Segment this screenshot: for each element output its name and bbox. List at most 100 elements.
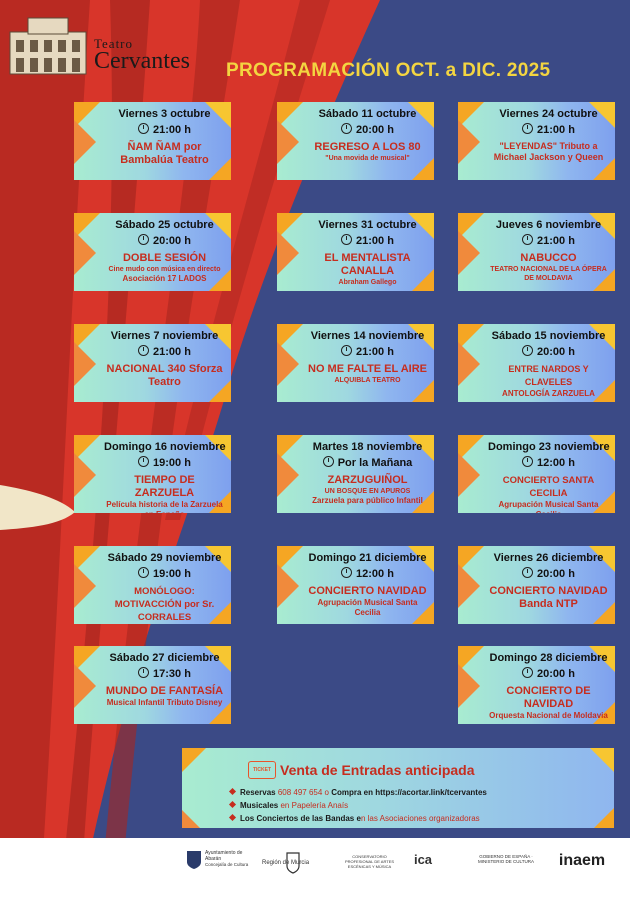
event-subtitle: Agrupación Musical Santa Cecilia [317, 598, 418, 617]
abaran-crest-icon [187, 851, 201, 869]
diamond-bullet-icon [228, 800, 237, 809]
event-time: 19:00 h [104, 567, 225, 580]
event-time: 17:30 h [104, 667, 225, 680]
conservatorio-logo: CONSERVATORIO PROFESIONAL DE ARTES ESCÉN… [344, 854, 395, 869]
event-subtitle: Orquesta Nacional de Moldavia [489, 711, 608, 720]
event-card: Viernes 7 noviembre 21:00 h NACIONAL 340… [74, 324, 231, 402]
event-card: Domingo 16 noviembre 19:00 h TIEMPO DE Z… [74, 435, 231, 513]
event-card: Domingo 28 diciembre 20:00 h CONCIERTO D… [458, 646, 615, 724]
event-subtitle: Película historia de la Zarzuela en Espa… [106, 500, 223, 513]
clock-icon [322, 456, 334, 467]
event-subtitle: ALQUIBLA TEATRO [334, 377, 401, 384]
event-time: 21:00 h [104, 345, 225, 358]
event-subtitle: Agrupación Musical Santa Cecilia [498, 500, 599, 513]
event-card: Viernes 31 octubre 21:00 h EL MENTALISTA… [277, 213, 434, 291]
diamond-bullet-icon [228, 813, 237, 822]
event-name: NABUCCO [520, 252, 577, 264]
event-time: 21:00 h [104, 123, 225, 136]
event-name: NO ME FALTE EL AIRE [308, 363, 427, 375]
event-card: Sábado 29 noviembre 19:00 h MONÓLOGO: MO… [74, 546, 231, 624]
event-subtitle-2: Asociación 17 LADOS [122, 274, 207, 283]
event-date: Viernes 26 diciembre [493, 552, 604, 564]
event-time: 21:00 h [307, 234, 428, 247]
event-time: 20:00 h [104, 234, 225, 247]
abaran-logo: Ayuntamiento de Abarán Concejalía de Cul… [186, 850, 256, 870]
event-date: Viernes 14 noviembre [310, 330, 425, 342]
sales-line-reservas: Reservas 608 497 654 o Compra en https:/… [228, 787, 487, 797]
clock-icon [341, 123, 353, 134]
clock-icon [138, 456, 150, 467]
clock-icon [341, 345, 353, 356]
event-date: Martes 18 noviembre [312, 441, 423, 453]
event-name: ENTRE NARDOS Y CLAVELES [508, 364, 589, 387]
event-card: Viernes 24 octubre 21:00 h "LEYENDAS" Tr… [458, 102, 615, 180]
event-date: Sábado 29 noviembre [107, 552, 222, 564]
event-date: Jueves 6 noviembre [495, 219, 602, 231]
teatro-cervantes-logo: Teatro Cervantes [8, 14, 218, 84]
event-date: Domingo 16 noviembre [104, 441, 226, 453]
event-name: "LEYENDAS" Tributo a Michael Jackson y Q… [493, 141, 604, 162]
page-title: PROGRAMACIÓN OCT. a DIC. 2025 [226, 60, 551, 81]
sales-title: Venta de Entradas anticipada [280, 762, 475, 778]
event-name: TIEMPO DE ZARZUELA [134, 474, 195, 499]
clock-icon [341, 567, 353, 578]
event-time: Por la Mañana [307, 456, 428, 469]
clock-icon [522, 567, 534, 578]
event-name: CONCIERTO DE NAVIDAD [506, 685, 591, 710]
event-time: 19:00 h [104, 456, 225, 469]
event-subtitle: "Una movida de musical" [325, 155, 410, 162]
clock-icon [138, 567, 150, 578]
sales-line-conciertos: Los Conciertos de las Bandas en las Asoc… [228, 813, 480, 823]
clock-icon [522, 456, 534, 467]
event-date: Sábado 11 octubre [318, 108, 417, 120]
clock-icon [522, 123, 534, 134]
sales-link[interactable]: Compra en https://acortar.link/tcervante… [331, 788, 487, 797]
clock-icon [341, 234, 353, 245]
event-name: CONCIERTO NAVIDAD [308, 585, 427, 597]
event-name: CONCIERTO NAVIDAD Banda NTP [489, 585, 608, 610]
event-name: DOBLE SESIÓN [122, 252, 207, 264]
clock-icon [138, 345, 150, 356]
event-date: Viernes 31 octubre [318, 219, 417, 231]
event-subtitle: TEATRO NACIONAL DE LA ÓPERA DE MOLDAVIA [490, 266, 607, 282]
event-subtitle: Musical Infantil Tributo Disney [106, 698, 223, 707]
event-time: 20:00 h [488, 567, 609, 580]
event-date: Viernes 24 octubre [499, 108, 598, 120]
clock-icon [522, 345, 534, 356]
clock-icon [522, 667, 534, 678]
event-card: Viernes 3 octubre 21:00 h ÑAM ÑAM por Ba… [74, 102, 231, 180]
event-time: 20:00 h [488, 345, 609, 358]
ica-logo: ica [413, 852, 433, 867]
event-name: MONÓLOGO: MOTIVACCIÓN por Sr. CORRALES [114, 586, 215, 623]
sponsor-footer: Ayuntamiento de Abarán Concejalía de Cul… [0, 838, 630, 900]
event-card: Sábado 27 diciembre 17:30 h MUNDO DE FAN… [74, 646, 231, 724]
event-time: 12:00 h [488, 456, 609, 469]
event-name: REGRESO A LOS 80 [314, 141, 421, 153]
event-time: 21:00 h [488, 123, 609, 136]
event-name: ZARZUGUIÑOL [327, 474, 408, 486]
event-date: Domingo 28 diciembre [489, 652, 608, 664]
event-date: Domingo 21 diciembre [308, 552, 427, 564]
event-date: Sábado 27 diciembre [109, 652, 220, 664]
clock-icon [138, 123, 150, 134]
event-date: Domingo 23 noviembre [488, 441, 610, 453]
event-card: Martes 18 noviembre Por la Mañana ZARZUG… [277, 435, 434, 513]
event-card: Sábado 15 noviembre 20:00 h ENTRE NARDOS… [458, 324, 615, 402]
ticket-icon: TICKET [248, 761, 276, 779]
event-card: Domingo 23 noviembre 12:00 h CONCIERTO S… [458, 435, 615, 513]
event-name: NACIONAL 340 Sforza Teatro [106, 363, 223, 388]
event-card: Domingo 21 diciembre 12:00 h CONCIERTO N… [277, 546, 434, 624]
event-card: Jueves 6 noviembre 21:00 h NABUCCO TEATR… [458, 213, 615, 291]
event-card: Sábado 11 octubre 20:00 h REGRESO A LOS … [277, 102, 434, 180]
event-date: Viernes 3 octubre [118, 108, 211, 120]
event-subtitle: Abraham Gallego [338, 279, 397, 286]
region-murcia-logo: Región de Murcia [262, 860, 310, 866]
event-time: 21:00 h [307, 345, 428, 358]
event-time: 20:00 h [307, 123, 428, 136]
event-name: CONCIERTO SANTA CECILIA [502, 475, 595, 499]
event-card: Viernes 26 diciembre 20:00 h CONCIERTO N… [458, 546, 615, 624]
event-card: Viernes 14 noviembre 21:00 h NO ME FALTE… [277, 324, 434, 402]
event-subtitle: Cine mudo con música en directo [108, 266, 221, 273]
inaem-logo: inaem [558, 852, 606, 869]
event-date: Sábado 25 octubre [115, 219, 214, 231]
